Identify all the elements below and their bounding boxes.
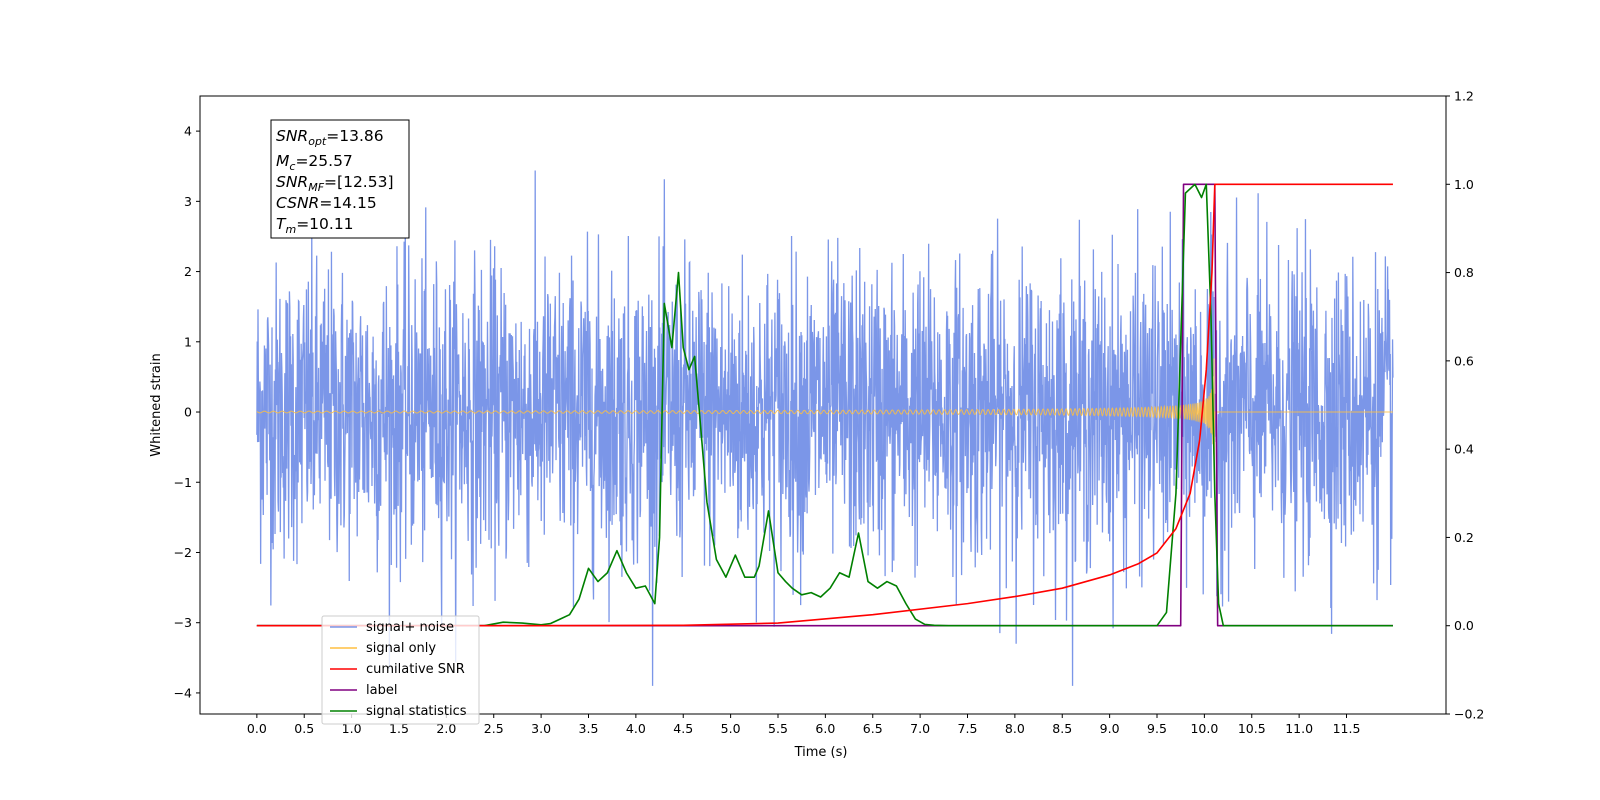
y-axis-right: 1.2 1.0 0.8 0.6 0.4 0.2 0.0 −0.2 — [1446, 89, 1484, 722]
x-tick-label: 11.0 — [1285, 721, 1313, 736]
x-tick-label: 7.0 — [910, 721, 930, 736]
series-signal-statistics — [256, 183, 1393, 627]
series-signal-noise — [256, 170, 1394, 686]
plot-frame — [199, 95, 1447, 715]
x-tick-label: 6.5 — [863, 721, 883, 736]
x-axis: 0.0 0.5 1.0 1.5 2.0 2.5 3.0 3.5 4.0 4.5 5.0 5.5 6.0 6… — [247, 714, 1361, 736]
y-tick-label: −3 — [174, 615, 192, 630]
y-tick-label: −4 — [174, 685, 192, 700]
x-tick-label: 1.5 — [389, 721, 409, 736]
series-layer — [256, 170, 1394, 686]
info-csnr: CSNR=14.15 — [276, 194, 377, 212]
y2-tick-label: 0.0 — [1454, 618, 1474, 633]
x-tick-label: 8.5 — [1052, 721, 1072, 736]
y-axis-label: Whitened strain — [149, 353, 164, 456]
y2-tick-label: 1.2 — [1454, 89, 1474, 104]
x-tick-label: 11.5 — [1333, 721, 1361, 736]
y-tick-label: 0 — [184, 405, 192, 420]
series-signal-only — [256, 358, 1393, 481]
x-tick-label: 2.5 — [484, 721, 504, 736]
x-tick-label: 10.0 — [1190, 721, 1218, 736]
x-tick-label: 3.0 — [531, 721, 551, 736]
legend: signal+ noise signal only cumilative SNR… — [321, 615, 480, 725]
y-tick-label: 3 — [184, 194, 192, 209]
x-tick-label: 6.0 — [815, 721, 835, 736]
legend-label-signal-statistics: signal statistics — [366, 704, 467, 719]
y2-tick-label: 0.8 — [1454, 265, 1474, 280]
y-tick-label: −1 — [174, 475, 192, 490]
info-tm: Tm=10.11 — [276, 215, 354, 236]
legend-label-label: label — [366, 683, 397, 698]
x-tick-label: 5.0 — [721, 721, 741, 736]
x-axis-label: Time (s) — [794, 745, 848, 760]
x-tick-label: 10.5 — [1238, 721, 1266, 736]
y2-tick-label: 1.0 — [1454, 177, 1474, 192]
info-box-frame — [270, 119, 410, 239]
x-tick-label: 7.5 — [958, 721, 978, 736]
x-tick-label: 9.0 — [1100, 721, 1120, 736]
x-tick-label: 0.0 — [247, 721, 267, 736]
y-tick-label: 1 — [184, 334, 192, 349]
x-tick-label: 4.5 — [673, 721, 693, 736]
y-tick-label: 2 — [184, 264, 192, 279]
x-tick-label: 8.0 — [1005, 721, 1025, 736]
x-tick-label: 3.5 — [579, 721, 599, 736]
y-tick-label: 4 — [184, 124, 192, 139]
y2-tick-label: 0.2 — [1454, 530, 1474, 545]
legend-label-signal-only: signal only — [366, 641, 436, 656]
y-tick-label: −2 — [174, 545, 192, 560]
info-box: SNRopt=13.86 Mc=25.57 SNRMF=[12.53] CSNR… — [270, 119, 410, 239]
series-cumulative-snr — [256, 183, 1393, 627]
y2-tick-label: −0.2 — [1454, 707, 1484, 722]
legend-label-signal-noise: signal+ noise — [366, 620, 454, 635]
x-tick-label: 0.5 — [294, 721, 314, 736]
y-axis-left: 4 3 2 1 0 −1 −2 −3 −4 — [174, 124, 200, 700]
info-snr-mf: SNRMF=[12.53] — [276, 173, 394, 194]
legend-label-cumulative-snr: cumilative SNR — [366, 662, 465, 677]
x-tick-label: 4.0 — [626, 721, 646, 736]
x-tick-label: 5.5 — [768, 721, 788, 736]
y2-tick-label: 0.4 — [1454, 442, 1474, 457]
x-tick-label: 2.0 — [436, 721, 456, 736]
info-snr-opt: SNRopt=13.86 — [276, 127, 384, 148]
x-tick-label: 9.5 — [1147, 721, 1167, 736]
legend-frame — [321, 615, 480, 725]
x-tick-label: 1.0 — [342, 721, 362, 736]
info-mc: Mc=25.57 — [276, 152, 353, 173]
y2-tick-label: 0.6 — [1454, 353, 1474, 368]
